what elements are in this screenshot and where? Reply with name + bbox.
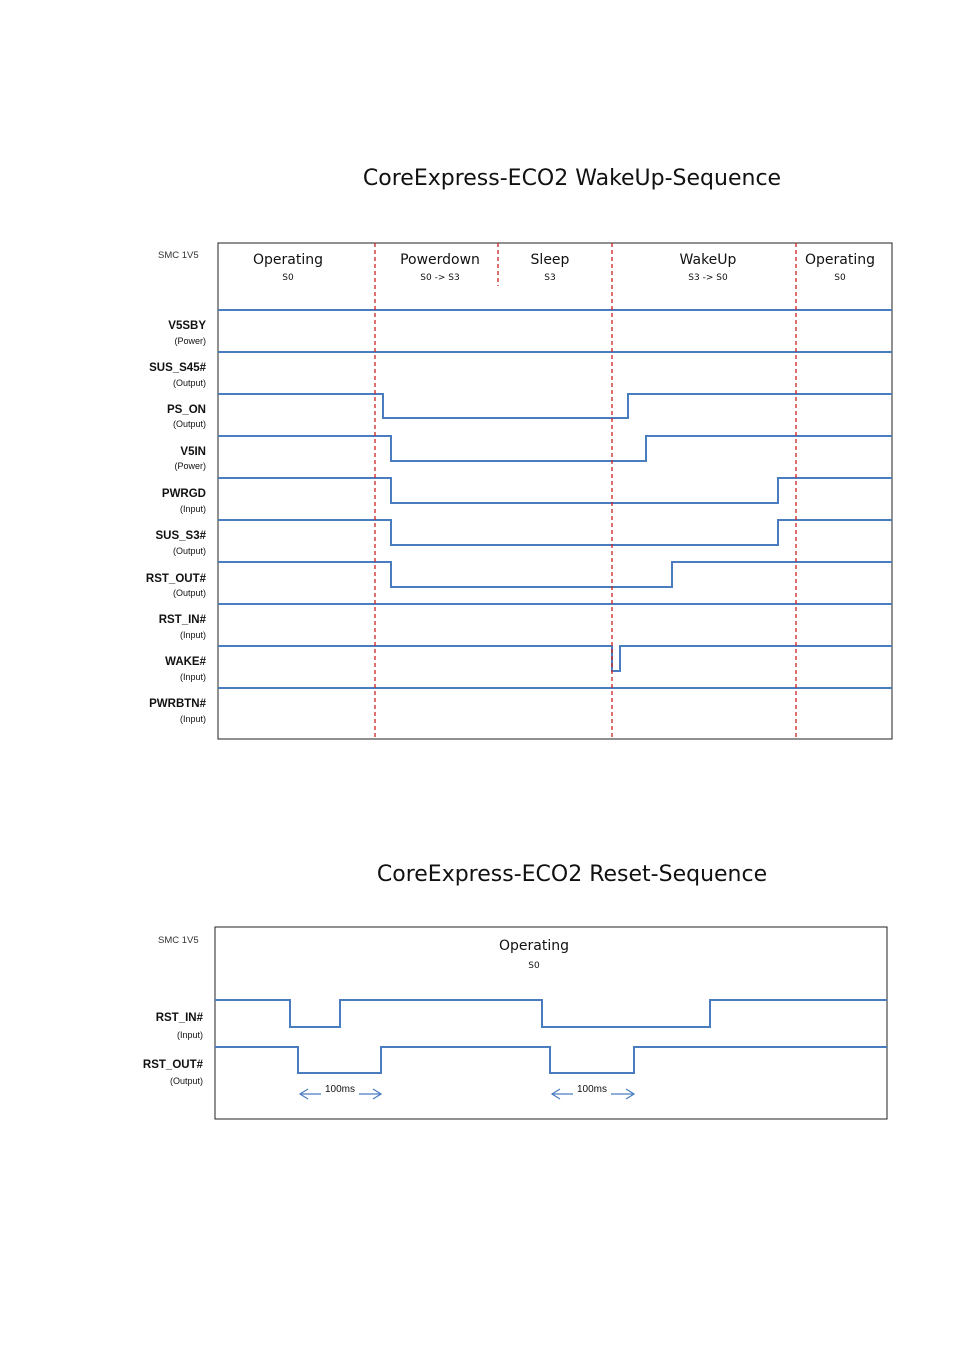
waveform-v5in bbox=[218, 477, 892, 504]
phase-state: S3 bbox=[544, 273, 555, 283]
signal-type: (Output) bbox=[170, 1076, 203, 1086]
signal-type: (Input) bbox=[180, 630, 206, 640]
signal-name: RST_OUT# bbox=[146, 573, 207, 585]
delay-arrowhead bbox=[625, 1088, 636, 1100]
signal-type: (Power) bbox=[174, 336, 206, 346]
waveform-sus-s45 bbox=[218, 393, 892, 419]
signal-type: (Output) bbox=[173, 546, 206, 556]
wakeup-diagram: SMC 1V5 Operating S0 Powerdown S0 -> S3 … bbox=[146, 242, 893, 740]
signal-name: RST_OUT# bbox=[143, 1059, 204, 1071]
waveform-rst-in bbox=[218, 645, 892, 672]
delay-arrowhead bbox=[372, 1088, 383, 1100]
signal-name: RST_IN# bbox=[156, 1012, 204, 1024]
waveform-reset-rst-out bbox=[215, 1046, 887, 1074]
delay-label: 100ms bbox=[325, 1084, 355, 1095]
signal-name: PWRGD bbox=[162, 488, 206, 500]
phase-name: Sleep bbox=[531, 252, 570, 268]
phase-state: S0 bbox=[834, 273, 846, 283]
waveform-reset-rst-in bbox=[215, 999, 887, 1028]
reset-smc-label: SMC 1V5 bbox=[158, 935, 199, 946]
wakeup-frame bbox=[217, 242, 893, 740]
phase-name: Operating bbox=[499, 938, 569, 954]
signal-name: SUS_S45# bbox=[149, 362, 207, 374]
delay-label: 100ms bbox=[577, 1084, 607, 1095]
reset-title: CoreExpress-ECO2 Reset-Sequence bbox=[376, 862, 768, 887]
signal-type: (Input) bbox=[177, 1030, 203, 1040]
signal-name: SUS_S3# bbox=[155, 530, 206, 542]
signal-type: (Input) bbox=[180, 672, 206, 682]
waveform-sus-s3 bbox=[218, 561, 892, 588]
signal-type: (Input) bbox=[180, 504, 206, 514]
signal-name: PWRBTN# bbox=[149, 698, 206, 710]
phase-name: Operating bbox=[805, 252, 875, 268]
reset-diagram: SMC 1V5 Operating S0 RST_IN# (Input) RST… bbox=[143, 926, 888, 1120]
phase-state: S0 bbox=[282, 273, 294, 283]
signal-type: (Output) bbox=[173, 378, 206, 388]
phase-name: Operating bbox=[253, 252, 323, 268]
signal-type: (Input) bbox=[180, 714, 206, 724]
wakeup-title: CoreExpress-ECO2 WakeUp-Sequence bbox=[362, 166, 782, 191]
waveform-ps-on bbox=[218, 435, 892, 462]
signal-name: RST_IN# bbox=[159, 614, 207, 626]
delay-label-bg bbox=[573, 1082, 611, 1095]
phase-name: WakeUp bbox=[680, 252, 737, 268]
phase-name: Powerdown bbox=[400, 252, 480, 268]
signal-name: V5SBY bbox=[168, 320, 206, 332]
signal-type: (Output) bbox=[173, 588, 206, 598]
phase-state: S0 -> S3 bbox=[420, 273, 459, 283]
waveform-pwrgd bbox=[218, 519, 892, 546]
wakeup-smc-label: SMC 1V5 bbox=[158, 250, 199, 261]
signal-type: (Output) bbox=[173, 419, 206, 429]
phase-state: S0 bbox=[528, 961, 540, 971]
reset-frame bbox=[214, 926, 888, 1120]
signal-name: PS_ON bbox=[167, 404, 206, 416]
phase-state: S3 -> S0 bbox=[688, 273, 728, 283]
delay-arrowhead bbox=[550, 1088, 561, 1100]
signal-name: V5IN bbox=[180, 446, 206, 458]
delay-arrowhead bbox=[298, 1088, 309, 1100]
signal-type: (Power) bbox=[174, 461, 206, 471]
signal-name: WAKE# bbox=[165, 656, 207, 668]
delay-label-bg bbox=[321, 1082, 359, 1095]
